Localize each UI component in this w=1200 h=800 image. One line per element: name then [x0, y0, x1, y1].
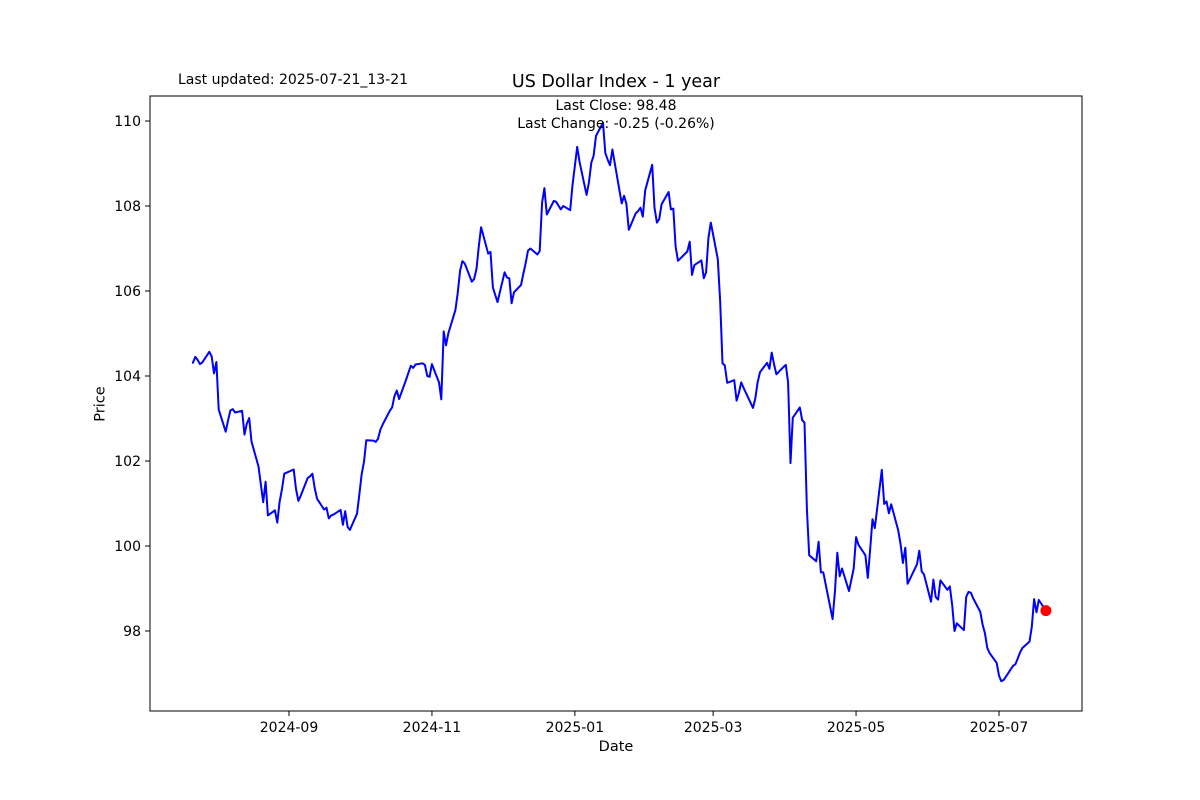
x-axis-label: Date	[598, 739, 634, 755]
plot-border	[149, 95, 1083, 712]
y-tick-label: 102	[114, 454, 141, 470]
y-tick-label: 104	[114, 369, 141, 385]
y-tick-label: 100	[114, 539, 141, 555]
x-tick-label: 2024-09	[260, 720, 319, 736]
y-tick-label: 106	[114, 284, 141, 300]
x-tick-label: 2025-05	[827, 720, 886, 736]
x-tick-label: 2025-03	[684, 720, 743, 736]
x-tick-label: 2025-01	[546, 720, 605, 736]
price-line	[191, 121, 1047, 683]
last-close-marker	[1040, 605, 1052, 617]
last-change-annotation: Last Change: -0.25 (-0.26%)	[517, 116, 715, 132]
last-close-annotation: Last Close: 98.48	[555, 98, 677, 114]
y-tick-label: 108	[114, 199, 141, 215]
x-tick-label: 2025-07	[970, 720, 1029, 736]
y-tick-label: 98	[123, 624, 141, 640]
y-tick-label: 110	[114, 114, 141, 130]
last-updated-text: Last updated: 2025-07-21_13-21	[178, 72, 409, 88]
y-axis-label: Price	[92, 386, 109, 422]
x-tick-label: 2024-11	[403, 720, 462, 736]
chart-title: US Dollar Index - 1 year	[511, 72, 721, 92]
y-axis: 98 100 102 104 106 108 110	[114, 114, 150, 640]
x-axis: 2024-09 2024-11 2025-01 2025-03 2025-05 2025-…	[260, 711, 1029, 736]
